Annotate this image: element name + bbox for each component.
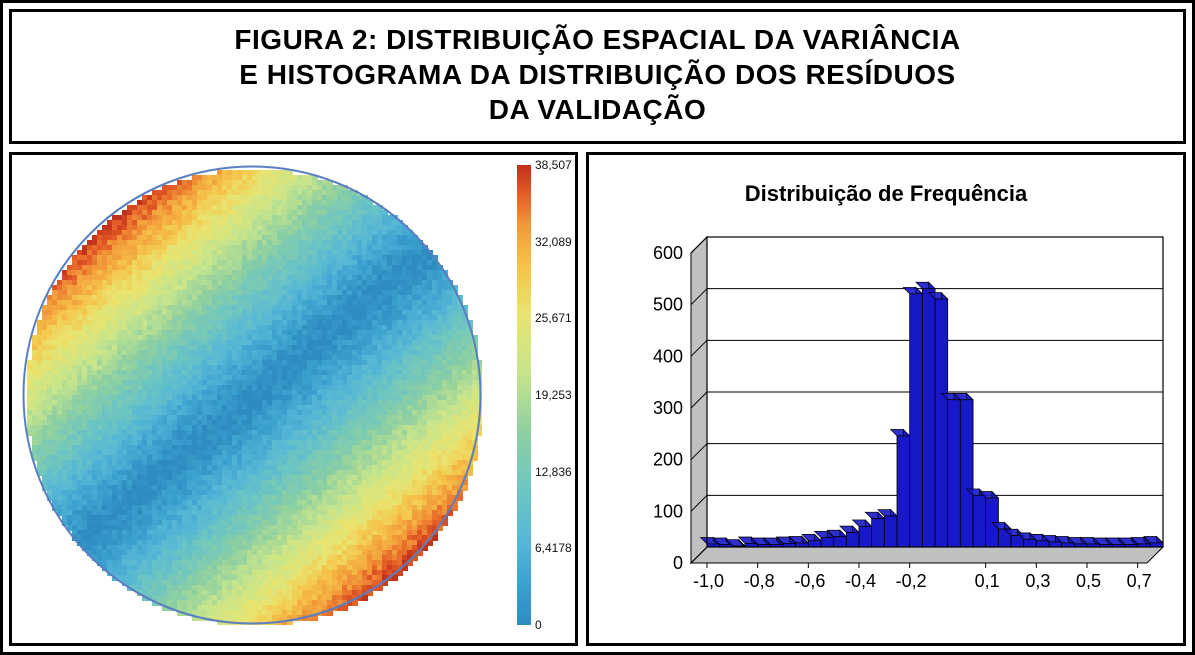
histogram-bar <box>846 533 859 547</box>
histogram-bar <box>910 294 923 547</box>
x-tick-label: -0,6 <box>794 571 825 591</box>
colorbar-tick: 0 <box>535 618 542 632</box>
figure-container: FIGURA 2: DISTRIBUIÇÃO ESPACIAL DA VARIÂ… <box>0 0 1195 655</box>
panels-row: 38,507 32,089 25,671 19,253 12,836 6,4178 0 Di… <box>9 152 1186 646</box>
histogram-bar <box>821 538 834 547</box>
y-tick-label: 500 <box>653 295 683 315</box>
y-tick-label: 200 <box>653 450 683 470</box>
colorbar-tick: 6,4178 <box>535 541 572 555</box>
x-tick-label: -0,2 <box>896 571 927 591</box>
colorbar-tick: 25,671 <box>535 311 572 325</box>
variance-heatmap-panel: 38,507 32,089 25,671 19,253 12,836 6,4178 0 <box>9 152 578 646</box>
y-tick-label: 300 <box>653 398 683 418</box>
histogram-bar <box>948 400 961 547</box>
histogram-bar <box>1150 543 1163 547</box>
x-tick-label: 0,5 <box>1076 571 1101 591</box>
colorbar-tick: 32,089 <box>535 235 572 249</box>
y-tick-label: 400 <box>653 346 683 366</box>
histogram-bar <box>960 400 973 547</box>
x-tick-label: 0,3 <box>1025 571 1050 591</box>
y-tick-label: 0 <box>673 553 683 573</box>
colorbar-tick: 19,253 <box>535 388 572 402</box>
x-tick-label: -1,0 <box>693 571 724 591</box>
heatmap-wrap <box>22 165 482 625</box>
frequency-histogram: 0 100 200 300 400 500 600 -1,0 -0,8 -0,6 -0,4 -0,2 0… <box>633 227 1173 617</box>
y-tick-label: 600 <box>653 243 683 263</box>
histogram-bar <box>897 436 910 547</box>
figure-title-box: FIGURA 2: DISTRIBUIÇÃO ESPACIAL DA VARIÂ… <box>9 9 1186 144</box>
histogram-bar <box>808 541 821 547</box>
title-line-1: FIGURA 2: DISTRIBUIÇÃO ESPACIAL DA VARIÂ… <box>28 22 1167 57</box>
histogram-bar <box>872 519 885 547</box>
colorbar-tick: 38,507 <box>535 158 572 172</box>
x-tick-label: 0,7 <box>1127 571 1152 591</box>
histogram-bar <box>796 543 809 547</box>
histogram-bar <box>973 495 986 547</box>
title-line-3: DA VALIDAÇÃO <box>28 92 1167 127</box>
x-tick-label: -0,4 <box>845 571 876 591</box>
x-tick-label: -0,8 <box>744 571 775 591</box>
histogram-bar <box>859 526 872 547</box>
histogram-bar <box>922 289 935 547</box>
histogram-bar <box>884 516 897 547</box>
x-tick-label: 0,1 <box>975 571 1000 591</box>
histogram-bar <box>834 537 847 547</box>
histogram-bar <box>1024 539 1037 547</box>
histogram-wrap: 0 100 200 300 400 500 600 -1,0 -0,8 -0,6 -0,4 -0,2 0… <box>633 227 1173 617</box>
histogram-panel: Distribuição de Frequência 0 100 200 300 400… <box>586 152 1186 646</box>
title-line-2: E HISTOGRAMA DA DISTRIBUIÇÃO DOS RESÍDUO… <box>28 57 1167 92</box>
colorbar-tick: 12,836 <box>535 465 572 479</box>
colorbar <box>517 165 531 625</box>
variance-heatmap <box>22 165 482 625</box>
histogram-bar <box>1062 543 1075 547</box>
histogram-bar <box>935 299 948 547</box>
histogram-bar <box>1036 541 1049 547</box>
y-tick-label: 100 <box>653 501 683 521</box>
histogram-title: Distribuição de Frequência <box>589 181 1183 207</box>
histogram-bar <box>1049 542 1062 547</box>
